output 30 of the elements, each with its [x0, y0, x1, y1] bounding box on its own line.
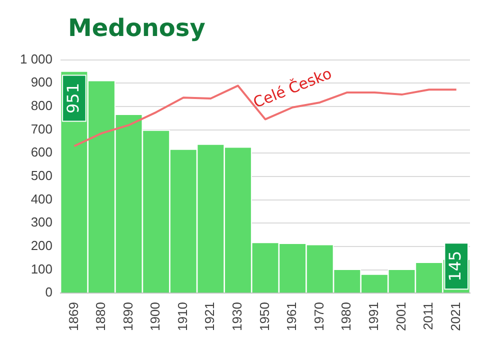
y-tick-label: 600	[30, 144, 53, 160]
x-tick-label: 1910	[174, 302, 190, 331]
x-tick-label: 1900	[148, 302, 163, 331]
y-tick-label: 200	[30, 238, 53, 253]
y-tick-label: 100	[30, 261, 53, 276]
y-tick-label: 1 000	[20, 51, 53, 66]
x-tick-label: 1930	[230, 302, 245, 331]
x-tick-label: 2011	[420, 302, 436, 330]
x-tick-label: 1961	[284, 302, 300, 331]
x-tick-label: 1950	[256, 302, 272, 331]
y-tick-label: 900	[30, 74, 53, 90]
data-label: 145	[446, 250, 465, 282]
y-tick-label: 700	[30, 121, 53, 136]
x-tick-label: 1869	[66, 302, 81, 331]
x-tick-label: 1980	[338, 302, 354, 331]
y-tick-label: 300	[30, 214, 53, 230]
y-tick-label: 400	[30, 191, 53, 206]
x-tick-label: 1921	[202, 302, 218, 331]
y-tick-label: 500	[30, 168, 53, 184]
x-tick-label: 1880	[93, 302, 108, 331]
x-tick-label: 1991	[366, 302, 382, 331]
data-label: 951	[63, 82, 82, 114]
text: Celé Česko	[250, 64, 334, 112]
y-tick-label: 0	[45, 284, 53, 300]
x-tick-label: 1890	[120, 302, 136, 331]
chart-title: Medonosy	[68, 14, 206, 42]
x-tick-label: 2001	[393, 302, 408, 331]
y-tick-label: 800	[30, 98, 53, 114]
x-tick-label: 1970	[311, 302, 326, 331]
x-tick-label: 2021	[448, 302, 463, 331]
